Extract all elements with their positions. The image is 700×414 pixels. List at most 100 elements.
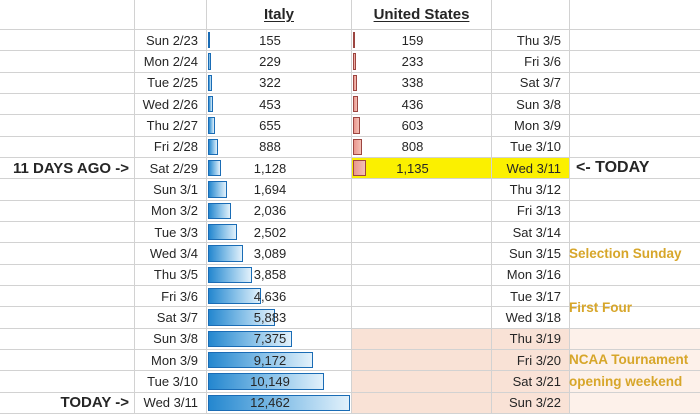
italy-value: 9,172 bbox=[253, 352, 287, 368]
us-data-bar bbox=[353, 74, 357, 91]
italy-data-bar bbox=[208, 138, 218, 155]
us-data-bar bbox=[353, 53, 356, 70]
left-annotation-cell bbox=[0, 328, 135, 350]
us-value-cell: 338 bbox=[352, 72, 492, 94]
italy-date-cell: Sun 3/8 bbox=[135, 328, 207, 350]
italy-date-cell: Mon 2/24 bbox=[135, 51, 207, 73]
italy-value: 888 bbox=[259, 139, 281, 155]
italy-value-cell: 10,149 bbox=[207, 371, 352, 393]
table-row: Sun 3/1 1,694 Thu 3/12 bbox=[0, 179, 700, 201]
left-annotation-cell bbox=[0, 51, 135, 73]
us-date-cell: Tue 3/10 bbox=[492, 136, 570, 158]
right-annotation-cell bbox=[570, 265, 700, 286]
left-annotation-cell: TODAY -> bbox=[0, 392, 135, 414]
italy-date-cell: Mon 3/9 bbox=[135, 349, 207, 372]
italy-date-cell: Sat 3/7 bbox=[135, 307, 207, 329]
italy-value: 12,462 bbox=[250, 395, 290, 411]
us-value-cell bbox=[352, 328, 492, 350]
us-date-cell: Wed 3/18 bbox=[492, 307, 570, 329]
italy-value-cell: 1,694 bbox=[207, 179, 352, 201]
table-row: Tue 3/10 10,149 Sat 3/21 bbox=[0, 371, 700, 393]
left-annotation-cell bbox=[0, 243, 135, 265]
us-date-cell: Fri 3/13 bbox=[492, 200, 570, 222]
table-body: Sun 2/23 155 159 Thu 3/5 Mon 2/24 229 23… bbox=[0, 30, 700, 414]
us-date-cell: Thu 3/5 bbox=[492, 30, 570, 52]
us-value-cell: 436 bbox=[352, 93, 492, 116]
us-data-bar bbox=[353, 117, 360, 134]
italy-date-cell: Mon 3/2 bbox=[135, 200, 207, 222]
italy-data-bar bbox=[208, 287, 261, 305]
table-row: Mon 2/24 229 233 Fri 3/6 bbox=[0, 51, 700, 73]
italy-data-bar bbox=[208, 95, 213, 113]
italy-data-bar bbox=[208, 223, 237, 241]
italy-data-bar bbox=[208, 351, 313, 369]
table-row: Thu 3/5 3,858 Mon 3/16 bbox=[0, 264, 700, 286]
us-date-cell: Sat 3/21 bbox=[492, 371, 570, 393]
left-annotation-cell: 11 DAYS AGO -> bbox=[0, 157, 135, 180]
us-value-cell bbox=[352, 307, 492, 329]
header-italy-date-cell bbox=[135, 0, 207, 30]
header-left-annotation-cell bbox=[0, 0, 135, 30]
italy-value-cell: 2,036 bbox=[207, 200, 352, 222]
us-value: 603 bbox=[401, 117, 424, 133]
us-value: 436 bbox=[401, 96, 424, 112]
us-value: 233 bbox=[401, 53, 424, 69]
us-data-bar bbox=[353, 95, 358, 113]
right-annotation-cell bbox=[570, 51, 700, 73]
us-value-cell bbox=[352, 200, 492, 222]
italy-data-bar bbox=[208, 266, 252, 283]
italy-value: 10,149 bbox=[250, 373, 290, 389]
italy-data-bar bbox=[208, 53, 211, 70]
italy-value-cell: 1,128 bbox=[207, 157, 352, 180]
right-annotation-cell bbox=[570, 73, 700, 94]
italy-data-bar bbox=[208, 159, 221, 177]
italy-date-cell: Tue 2/25 bbox=[135, 72, 207, 94]
italy-data-bar bbox=[208, 394, 350, 411]
us-date-cell: Wed 3/11 bbox=[492, 157, 570, 180]
us-value-cell bbox=[352, 392, 492, 414]
italy-date-cell: Wed 2/26 bbox=[135, 93, 207, 116]
italy-data-bar bbox=[208, 330, 292, 347]
right-annotation-cell bbox=[570, 137, 700, 158]
table-row: Sat 3/7 5,883 Wed 3/18 bbox=[0, 307, 700, 329]
left-annotation-cell bbox=[0, 30, 135, 52]
table-row: TODAY -> Wed 3/11 12,462 Sun 3/22 bbox=[0, 392, 700, 414]
italy-value-cell: 12,462 bbox=[207, 392, 352, 414]
italy-data-bar bbox=[208, 32, 210, 49]
us-value: 808 bbox=[401, 139, 424, 155]
italy-value: 2,036 bbox=[253, 203, 287, 219]
italy-value: 5,883 bbox=[253, 309, 287, 325]
right-annotation-cell bbox=[570, 286, 700, 308]
left-annotation-cell bbox=[0, 307, 135, 329]
italy-value-cell: 655 bbox=[207, 115, 352, 137]
right-annotation-cell bbox=[570, 371, 700, 393]
italy-value: 2,502 bbox=[253, 224, 287, 240]
italy-date-cell: Wed 3/11 bbox=[135, 392, 207, 414]
us-value-cell: 603 bbox=[352, 115, 492, 137]
us-value-cell bbox=[352, 179, 492, 201]
italy-value: 7,375 bbox=[253, 331, 287, 347]
us-value-cell: 159 bbox=[352, 30, 492, 52]
us-value-cell bbox=[352, 349, 492, 372]
us-data-bar bbox=[353, 32, 355, 49]
us-date-cell: Sun 3/8 bbox=[492, 93, 570, 116]
table-row: Wed 3/4 3,089 Sun 3/15 bbox=[0, 243, 700, 265]
us-value-cell bbox=[352, 243, 492, 265]
italy-value-cell: 229 bbox=[207, 51, 352, 73]
us-date-cell: Sat 3/7 bbox=[492, 72, 570, 94]
right-annotation-cell: <- TODAY bbox=[570, 158, 700, 180]
table-row: Sun 3/8 7,375 Thu 3/19 bbox=[0, 328, 700, 350]
italy-value-cell: 9,172 bbox=[207, 349, 352, 372]
italy-date-cell: Fri 2/28 bbox=[135, 136, 207, 158]
italy-date-cell: Tue 3/3 bbox=[135, 221, 207, 244]
us-value: 159 bbox=[401, 32, 424, 48]
italy-data-bar bbox=[208, 309, 275, 326]
italy-value-cell: 155 bbox=[207, 30, 352, 52]
italy-date-cell: Thu 2/27 bbox=[135, 115, 207, 137]
table-row: Mon 3/9 9,172 Fri 3/20 bbox=[0, 349, 700, 372]
left-annotation-cell bbox=[0, 115, 135, 137]
italy-date-cell: Thu 3/5 bbox=[135, 264, 207, 286]
italy-data-bar bbox=[208, 117, 215, 134]
italy-value: 4,636 bbox=[253, 288, 287, 304]
